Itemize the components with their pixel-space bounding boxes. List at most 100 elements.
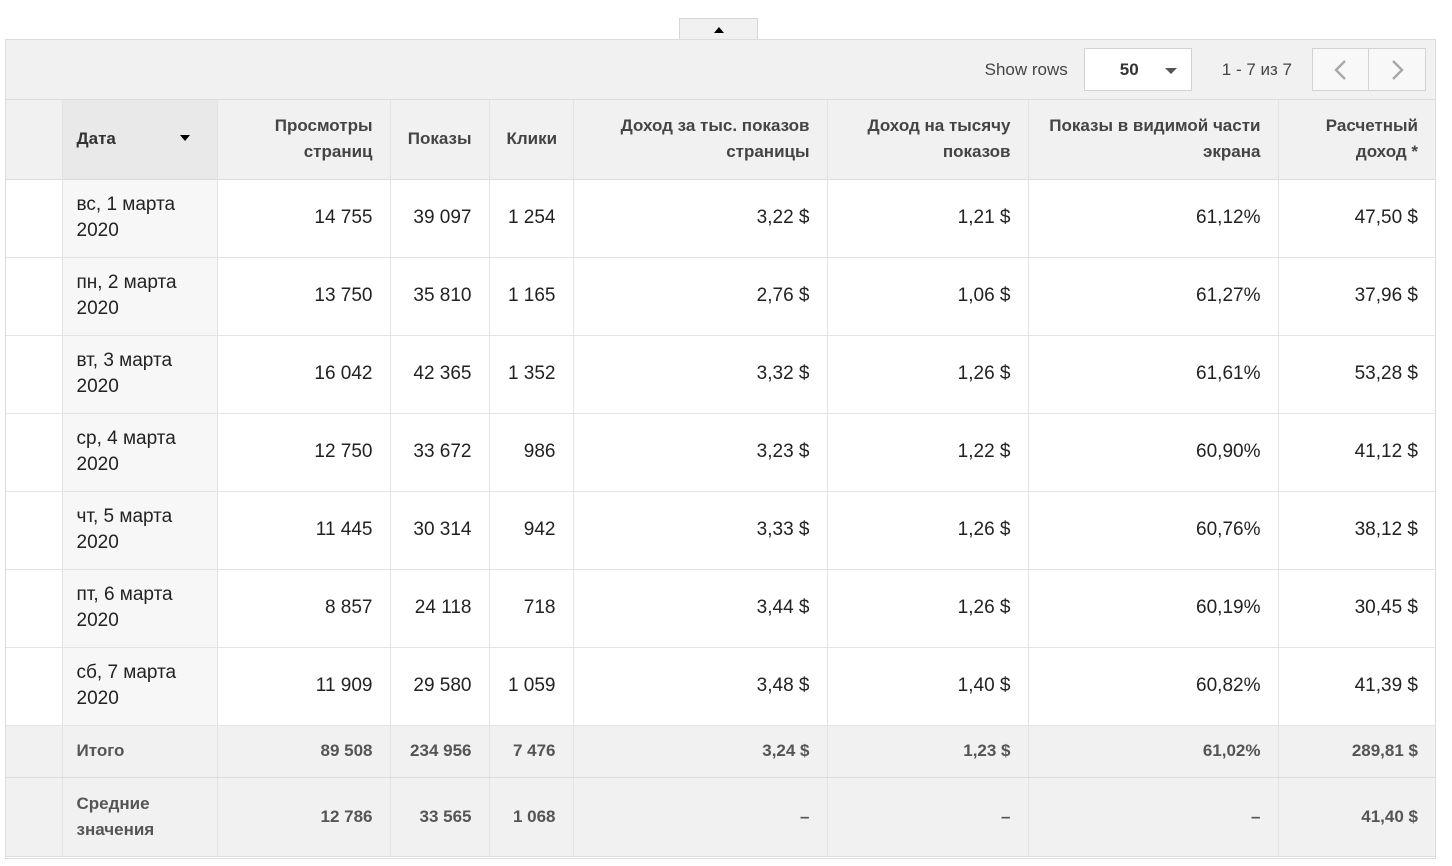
header-spacer <box>6 100 63 180</box>
cell-date: пт, 6 марта 2020 <box>62 569 218 648</box>
cell-impression-rpm: 1,26 $ <box>827 335 1029 414</box>
table-row: чт, 5 марта 2020 11 445 30 314 942 3,33 … <box>6 491 1435 570</box>
cell-page-rpm: 3,32 $ <box>573 335 828 414</box>
cell-clicks: 986 <box>489 413 574 492</box>
table-row: вс, 1 марта 2020 14 755 39 097 1 254 3,2… <box>6 179 1435 258</box>
header-date[interactable]: Дата <box>62 100 218 180</box>
cell-clicks: 1 254 <box>489 179 574 258</box>
table-row: пн, 2 марта 2020 13 750 35 810 1 165 2,7… <box>6 257 1435 336</box>
header-date-label: Дата <box>76 129 116 149</box>
cell-active-view: 60,19% <box>1028 569 1279 648</box>
sort-descending-icon <box>179 135 190 141</box>
total-clicks: 7 476 <box>489 725 574 778</box>
total-label: Итого <box>62 725 218 778</box>
row-spacer <box>6 777 63 857</box>
row-spacer <box>6 569 63 648</box>
cell-page-rpm: 3,48 $ <box>573 647 828 726</box>
cell-page-rpm: 3,22 $ <box>573 179 828 258</box>
cell-estimated-earnings: 41,39 $ <box>1278 647 1435 726</box>
rows-per-page-select[interactable]: 50 <box>1083 48 1192 91</box>
cell-impressions: 24 118 <box>390 569 490 648</box>
cell-impressions: 29 580 <box>390 647 490 726</box>
cell-estimated-earnings: 47,50 $ <box>1278 179 1435 258</box>
header-estimated-earnings[interactable]: Расчетный доход * <box>1278 100 1435 180</box>
cell-estimated-earnings: 38,12 $ <box>1278 491 1435 570</box>
cell-page-rpm: 3,23 $ <box>573 413 828 492</box>
cell-page-rpm: 3,33 $ <box>573 491 828 570</box>
row-spacer <box>6 179 63 258</box>
cell-estimated-earnings: 53,28 $ <box>1278 335 1435 414</box>
cell-date: сб, 7 марта 2020 <box>62 647 218 726</box>
total-impressions: 234 956 <box>390 725 490 778</box>
average-active-view: – <box>1028 777 1279 857</box>
row-spacer <box>6 335 63 414</box>
total-impression-rpm: 1,23 $ <box>827 725 1029 778</box>
cell-date: вс, 1 марта 2020 <box>62 179 218 258</box>
header-page-rpm[interactable]: Доход за тыс. показов страницы <box>573 100 828 180</box>
cell-clicks: 1 059 <box>489 647 574 726</box>
table-header-row: Дата Просмотры страниц Показы Клики Дохо… <box>6 100 1435 180</box>
total-active-view: 61,02% <box>1028 725 1279 778</box>
header-impression-rpm[interactable]: Доход на тысячу показов <box>827 100 1029 180</box>
cell-pageviews: 11 909 <box>217 647 391 726</box>
cell-estimated-earnings: 37,96 $ <box>1278 257 1435 336</box>
average-clicks: 1 068 <box>489 777 574 857</box>
cell-impressions: 33 672 <box>390 413 490 492</box>
cell-impression-rpm: 1,26 $ <box>827 569 1029 648</box>
cell-impression-rpm: 1,22 $ <box>827 413 1029 492</box>
chevron-right-icon <box>1392 59 1404 80</box>
cell-clicks: 1 352 <box>489 335 574 414</box>
row-spacer <box>6 647 63 726</box>
cell-date: чт, 5 марта 2020 <box>62 491 218 570</box>
header-impressions[interactable]: Показы <box>390 100 490 180</box>
average-row: Средние значения 12 786 33 565 1 068 – –… <box>6 777 1435 857</box>
average-page-rpm: – <box>573 777 828 857</box>
pagination-range: 1 - 7 из 7 <box>1221 59 1292 79</box>
row-spacer <box>6 413 63 492</box>
average-impressions: 33 565 <box>390 777 490 857</box>
report-table-panel: Show rows 50 1 - 7 из 7 <box>5 39 1436 859</box>
cell-page-rpm: 3,44 $ <box>573 569 828 648</box>
prev-page-button[interactable] <box>1312 48 1369 91</box>
cell-impressions: 35 810 <box>390 257 490 336</box>
cell-impression-rpm: 1,26 $ <box>827 491 1029 570</box>
average-impression-rpm: – <box>827 777 1029 857</box>
cell-clicks: 1 165 <box>489 257 574 336</box>
cell-date: ср, 4 марта 2020 <box>62 413 218 492</box>
cell-pageviews: 12 750 <box>217 413 391 492</box>
row-spacer <box>6 491 63 570</box>
collapse-toolbar-tab[interactable] <box>679 18 758 40</box>
average-label: Средние значения <box>62 777 218 857</box>
total-row: Итого 89 508 234 956 7 476 3,24 $ 1,23 $… <box>6 725 1435 778</box>
row-spacer <box>6 725 63 778</box>
cell-active-view: 60,76% <box>1028 491 1279 570</box>
caret-up-icon <box>713 26 724 33</box>
cell-pageviews: 14 755 <box>217 179 391 258</box>
total-estimated-earnings: 289,81 $ <box>1278 725 1435 778</box>
header-active-view[interactable]: Показы в видимой части экрана <box>1028 100 1279 180</box>
cell-active-view: 61,27% <box>1028 257 1279 336</box>
table-toolbar: Show rows 50 1 - 7 из 7 <box>6 40 1435 100</box>
table-row: сб, 7 марта 2020 11 909 29 580 1 059 3,4… <box>6 647 1435 726</box>
total-page-rpm: 3,24 $ <box>573 725 828 778</box>
row-spacer <box>6 257 63 336</box>
next-page-button[interactable] <box>1369 48 1426 91</box>
cell-date: вт, 3 марта 2020 <box>62 335 218 414</box>
cell-pageviews: 16 042 <box>217 335 391 414</box>
table-row: пт, 6 марта 2020 8 857 24 118 718 3,44 $… <box>6 569 1435 648</box>
cell-estimated-earnings: 41,12 $ <box>1278 413 1435 492</box>
cell-active-view: 60,90% <box>1028 413 1279 492</box>
cell-impressions: 39 097 <box>390 179 490 258</box>
average-estimated-earnings: 41,40 $ <box>1278 777 1435 857</box>
total-pageviews: 89 508 <box>217 725 391 778</box>
average-pageviews: 12 786 <box>217 777 391 857</box>
header-clicks[interactable]: Клики <box>489 100 574 180</box>
cell-impressions: 42 365 <box>390 335 490 414</box>
cell-impression-rpm: 1,40 $ <box>827 647 1029 726</box>
cell-clicks: 718 <box>489 569 574 648</box>
header-pageviews[interactable]: Просмотры страниц <box>217 100 391 180</box>
cell-date: пн, 2 марта 2020 <box>62 257 218 336</box>
chevron-down-icon <box>1164 68 1177 74</box>
table-row: вт, 3 марта 2020 16 042 42 365 1 352 3,3… <box>6 335 1435 414</box>
cell-impressions: 30 314 <box>390 491 490 570</box>
